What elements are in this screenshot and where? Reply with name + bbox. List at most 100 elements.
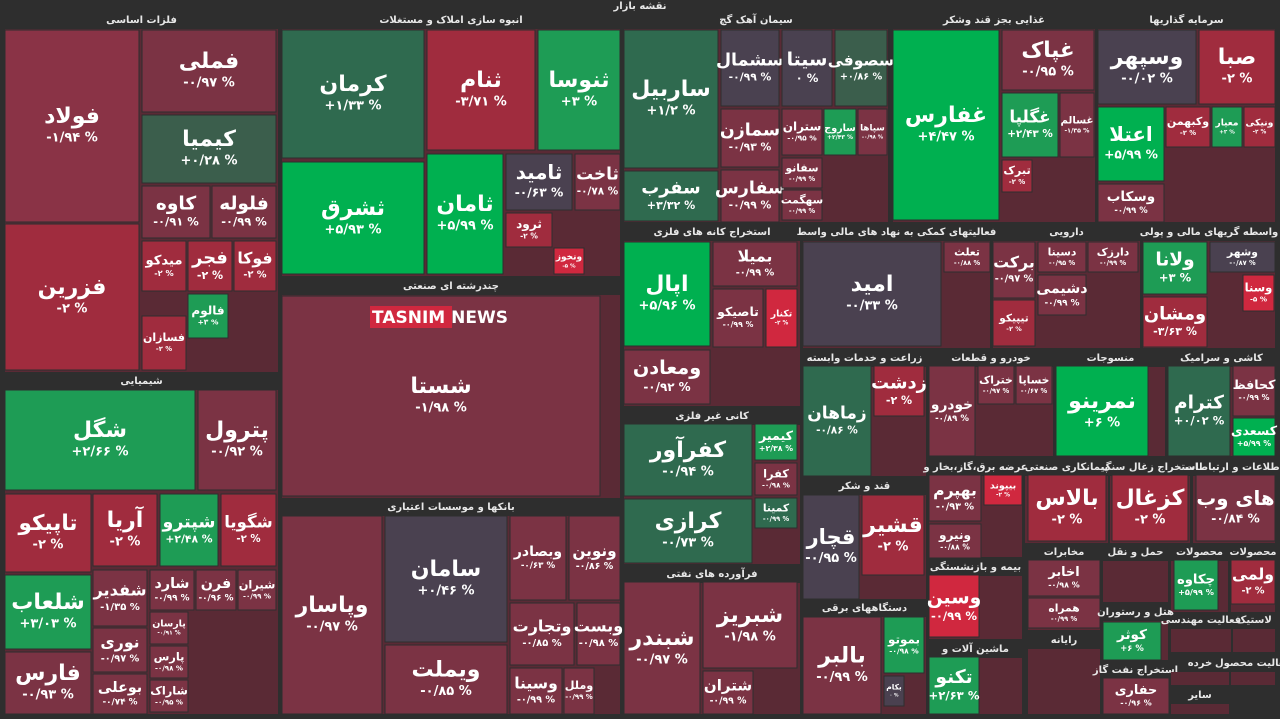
- tile-name: بهپرم: [933, 482, 977, 501]
- tile: [1087, 241, 1139, 273]
- tile-name: شگل: [73, 416, 127, 443]
- tile-name: کمینا: [763, 501, 790, 514]
- tile: [857, 108, 888, 156]
- tile: [1027, 559, 1101, 597]
- tile-change: -۰/۹۹ %: [1044, 298, 1079, 308]
- sector-header: دارویی: [1049, 227, 1083, 238]
- tile-change: -۲ %: [57, 302, 88, 317]
- tile-change: +۲/۴۸ %: [165, 533, 212, 546]
- sector-header: فعالیت محصول: [1215, 658, 1280, 669]
- tile-change: -۰/۹۲ %: [643, 380, 690, 394]
- tile: [1230, 559, 1276, 605]
- tile-name: کسعدی: [1231, 423, 1278, 438]
- tile-change: +۰/۲۸ %: [181, 154, 238, 169]
- tile: [883, 675, 905, 707]
- tile-name: شبریز: [716, 603, 783, 628]
- tile-change: -۲ %: [886, 394, 912, 407]
- tile-change: +۲ %: [1219, 129, 1235, 135]
- sector-header: استخراج کانه های فلزی: [653, 227, 770, 238]
- tile-change: +۵/۹۹ %: [1237, 439, 1271, 448]
- tile-change: -۰/۶۳ %: [515, 185, 564, 199]
- tile-name: شبندر: [629, 626, 695, 651]
- tile: [1209, 241, 1276, 273]
- tile: [623, 241, 711, 347]
- tile: [281, 515, 383, 715]
- tile: [1167, 365, 1231, 457]
- tile-name: فسازان: [143, 331, 185, 344]
- sector-header: استخراج زغال سنگ: [1101, 461, 1199, 473]
- tile: [233, 240, 277, 292]
- sector-header: دستگاههای برقی: [822, 601, 907, 614]
- tile-change: -۰/۹۳ %: [729, 141, 772, 154]
- tile-change: -۰/۹۵ %: [1022, 64, 1074, 79]
- tile-name: ونیرو: [938, 528, 971, 543]
- tile-change: -۰/۹۵ %: [805, 551, 857, 566]
- tile-name: ونخوز: [555, 253, 582, 263]
- tile: [943, 241, 991, 273]
- tile-change: +۴/۴۷ %: [918, 130, 975, 145]
- tile: [1001, 29, 1095, 91]
- tile: [781, 108, 823, 156]
- tile: [505, 212, 553, 248]
- tile: [187, 240, 233, 292]
- tile: [720, 29, 780, 107]
- tile: [928, 474, 982, 522]
- tile-name: کفرا: [763, 467, 789, 481]
- tile-name: فملی: [179, 49, 239, 74]
- tile-name: تکنار: [770, 308, 793, 319]
- tile: [720, 108, 780, 168]
- tile-name: شارد: [155, 576, 190, 592]
- tile-change: +۰/۴۶ %: [418, 584, 475, 599]
- tile-name: ولمی: [1232, 565, 1274, 584]
- tile: [765, 288, 798, 348]
- tile-name: اخابر: [1047, 565, 1079, 580]
- tile-name: دارزک: [1097, 245, 1130, 258]
- sector-header: محصولات: [1229, 547, 1276, 558]
- tile-change: -۱/۹۴ %: [46, 131, 98, 146]
- tile: [568, 515, 621, 601]
- tile-name: کیمیا: [182, 127, 236, 152]
- watermark-box: [370, 306, 452, 328]
- tile: [823, 108, 857, 156]
- tile: [149, 679, 189, 713]
- tile-name: فجر: [191, 247, 228, 268]
- tile-change: +۵/۹۶ %: [639, 299, 696, 314]
- tile-name: غفارس: [905, 103, 987, 128]
- tile-change: -۰/۹۹ %: [816, 670, 868, 685]
- tile-change: -۲ %: [996, 493, 1010, 499]
- tile-change: -۰/۹۹ %: [723, 320, 754, 329]
- tile: [4, 389, 196, 491]
- tile-change: -۰/۹۱ %: [157, 631, 180, 637]
- tile: [384, 644, 508, 715]
- tile-name: فارس: [15, 661, 81, 686]
- tile-change: -۱/۳۵ %: [1064, 128, 1090, 135]
- tile: [712, 241, 798, 287]
- tile-change: +۳ %: [198, 318, 219, 327]
- tile-change: -۰/۹۹ %: [1114, 205, 1148, 215]
- tile: [576, 602, 621, 666]
- tile-change: +۲/۶۳ %: [929, 688, 980, 702]
- sector-header: اطلاعات و ارتباطات: [1185, 462, 1280, 473]
- tile-name: خودرو: [930, 397, 973, 413]
- tile: [92, 569, 148, 627]
- tile-name: کحافظ: [1233, 377, 1277, 392]
- tile: [4, 29, 140, 223]
- tile-name: شلعاب: [11, 590, 84, 615]
- tile-name: تاصیکو: [716, 304, 759, 319]
- tile-name: غگلپا: [1009, 107, 1050, 128]
- tile: [754, 497, 798, 529]
- tile-change: -۰/۸۵ %: [522, 638, 561, 649]
- tile-name: وسین: [927, 587, 982, 608]
- tile-change: -۰/۹۳ %: [936, 502, 975, 513]
- tile-change: -۲ %: [1253, 130, 1267, 136]
- tile: [1027, 474, 1107, 542]
- tile: [149, 611, 189, 645]
- tile: [141, 29, 277, 113]
- tile-name: ثشرق: [321, 196, 385, 221]
- tile-change: -۵ %: [1250, 294, 1267, 303]
- tile-name: سشمال: [716, 50, 784, 70]
- tile-change: -۰/۹۱ %: [153, 215, 199, 229]
- tile-name: سصوفی: [828, 52, 894, 70]
- tile: [281, 161, 425, 275]
- tile: [802, 365, 872, 477]
